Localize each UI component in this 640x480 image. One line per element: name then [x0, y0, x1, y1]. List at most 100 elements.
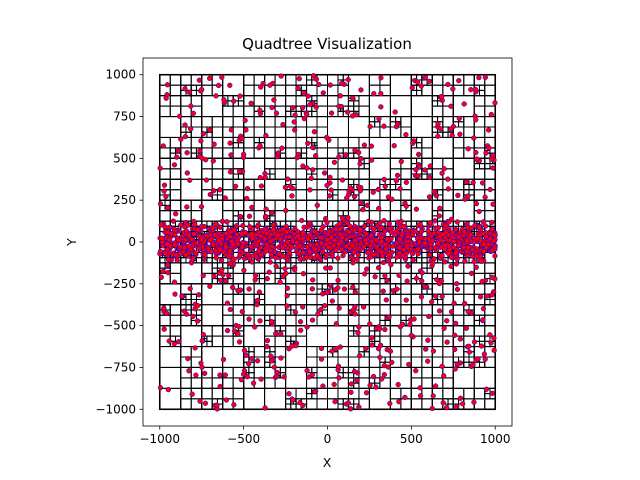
data-point: [333, 346, 339, 352]
data-point: [250, 380, 257, 386]
data-point: [202, 251, 208, 257]
data-point: [307, 187, 313, 193]
data-point: [304, 165, 310, 171]
data-point: [236, 339, 243, 345]
data-point: [480, 317, 486, 323]
data-point: [398, 158, 404, 165]
data-point: [284, 303, 290, 309]
data-point: [241, 267, 247, 273]
data-point: [246, 255, 253, 262]
data-point: [235, 331, 241, 337]
data-point: [299, 105, 306, 111]
data-point: [157, 201, 164, 207]
data-point: [394, 286, 400, 292]
data-point: [321, 303, 328, 309]
data-point: [236, 324, 242, 330]
data-point: [237, 213, 244, 220]
data-point: [237, 93, 243, 99]
data-point: [215, 82, 222, 89]
data-point: [318, 345, 325, 352]
data-point: [484, 293, 490, 299]
data-point: [482, 356, 488, 362]
data-point: [367, 123, 373, 130]
data-point: [217, 187, 223, 193]
data-point: [426, 78, 432, 85]
data-point: [462, 258, 468, 264]
data-point: [377, 354, 383, 361]
data-point: [313, 104, 319, 110]
data-point: [456, 77, 462, 84]
data-point: [489, 219, 495, 226]
data-point: [397, 186, 403, 192]
data-point: [199, 338, 205, 344]
data-point: [473, 86, 479, 93]
data-point: [351, 368, 358, 375]
data-point: [264, 343, 270, 350]
data-point: [490, 165, 496, 171]
data-point: [378, 90, 384, 97]
data-point: [297, 319, 304, 325]
data-point: [480, 306, 487, 312]
data-point: [161, 305, 167, 311]
data-point: [241, 368, 248, 374]
data-point: [254, 302, 260, 308]
data-point: [388, 262, 394, 268]
data-point: [384, 347, 390, 353]
data-point: [444, 339, 450, 345]
data-point: [246, 213, 253, 219]
data-point: [328, 110, 335, 116]
data-point: [405, 263, 411, 269]
data-point: [343, 152, 349, 158]
data-point: [367, 382, 373, 389]
data-point: [201, 256, 208, 262]
data-point: [456, 115, 462, 122]
data-point: [457, 131, 463, 137]
data-point: [476, 75, 482, 81]
data-point: [277, 236, 284, 242]
data-point: [218, 277, 224, 283]
data-point: [172, 291, 178, 297]
data-point: [473, 149, 479, 156]
data-point: [301, 90, 307, 97]
data-point: [432, 218, 438, 224]
data-point: [234, 222, 240, 229]
data-point: [165, 262, 171, 268]
data-point: [171, 162, 178, 168]
data-point: [395, 121, 401, 127]
data-point: [213, 93, 219, 99]
data-point: [473, 264, 479, 270]
data-point: [202, 370, 208, 377]
data-point: [222, 195, 228, 201]
data-point: [486, 145, 492, 151]
data-point: [219, 267, 225, 273]
data-point: [452, 332, 458, 338]
data-point: [423, 346, 429, 352]
data-point: [318, 306, 324, 313]
data-point: [386, 221, 392, 227]
data-point: [228, 152, 234, 158]
data-point: [336, 375, 342, 381]
data-point: [480, 219, 486, 225]
data-point: [363, 390, 370, 396]
data-point: [362, 271, 368, 277]
data-point: [179, 293, 185, 299]
data-point: [224, 327, 231, 334]
data-point: [257, 318, 263, 324]
data-point: [395, 381, 401, 388]
data-point: [258, 183, 265, 189]
data-point: [442, 259, 448, 265]
data-point: [240, 222, 246, 229]
data-point: [331, 159, 338, 165]
data-point: [211, 188, 217, 194]
data-point: [403, 179, 409, 186]
data-point: [198, 360, 204, 366]
data-point: [157, 165, 163, 171]
data-point: [161, 326, 167, 332]
data-point: [396, 272, 402, 278]
data-point: [461, 101, 467, 107]
data-point: [378, 104, 384, 110]
data-point: [365, 250, 371, 256]
data-point: [308, 175, 314, 181]
data-point: [394, 172, 401, 179]
